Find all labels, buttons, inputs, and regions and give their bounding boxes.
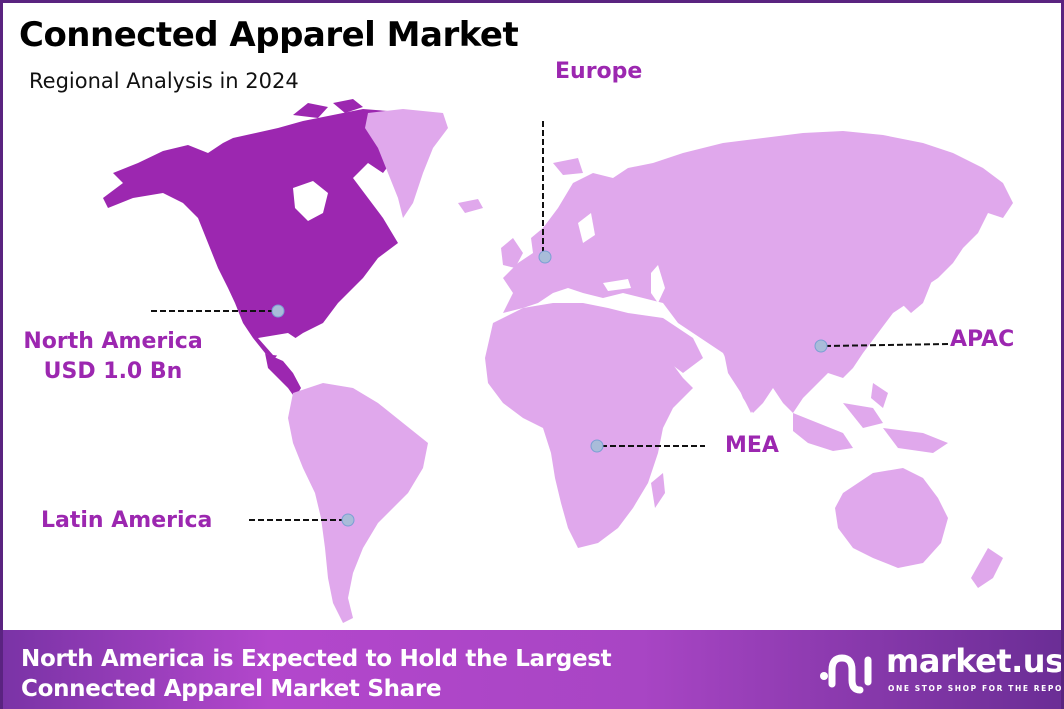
marker-apac[interactable] (814, 339, 828, 353)
label-latin-america: Latin America (41, 508, 213, 533)
region-other (288, 109, 1013, 623)
marker-latin-america[interactable] (341, 513, 355, 527)
footer-headline: North America is Expected to Hold the La… (21, 644, 612, 704)
label-europe: Europe (555, 59, 643, 84)
label-north-america-value: USD 1.0 Bn (43, 359, 183, 384)
footer-line-2: Connected Apparel Market Share (21, 676, 442, 702)
market-us-logo-icon (820, 654, 872, 694)
marker-north-america[interactable] (271, 304, 285, 318)
brand-name: market.us (886, 642, 1064, 680)
label-apac: APAC (950, 327, 1015, 352)
world-map (103, 99, 1013, 623)
label-north-america-name: North America (23, 329, 203, 354)
footer-line-1: North America is Expected to Hold the La… (21, 646, 612, 672)
brand-tagline: ONE STOP SHOP FOR THE REPORTS (888, 684, 1063, 693)
marker-mea[interactable] (590, 439, 604, 453)
page-title: Connected Apparel Market (19, 15, 519, 55)
marker-europe[interactable] (538, 250, 552, 264)
label-mea: MEA (725, 433, 779, 458)
page-subtitle: Regional Analysis in 2024 (29, 69, 299, 93)
leader-lines (151, 121, 949, 521)
region-north-america (103, 99, 398, 398)
label-north-america: North America USD 1.0 Bn (13, 327, 213, 387)
footer-banner: North America is Expected to Hold the La… (3, 630, 1061, 709)
brand-logo[interactable]: market.us ONE STOP SHOP FOR THE REPORTS (818, 642, 1061, 698)
